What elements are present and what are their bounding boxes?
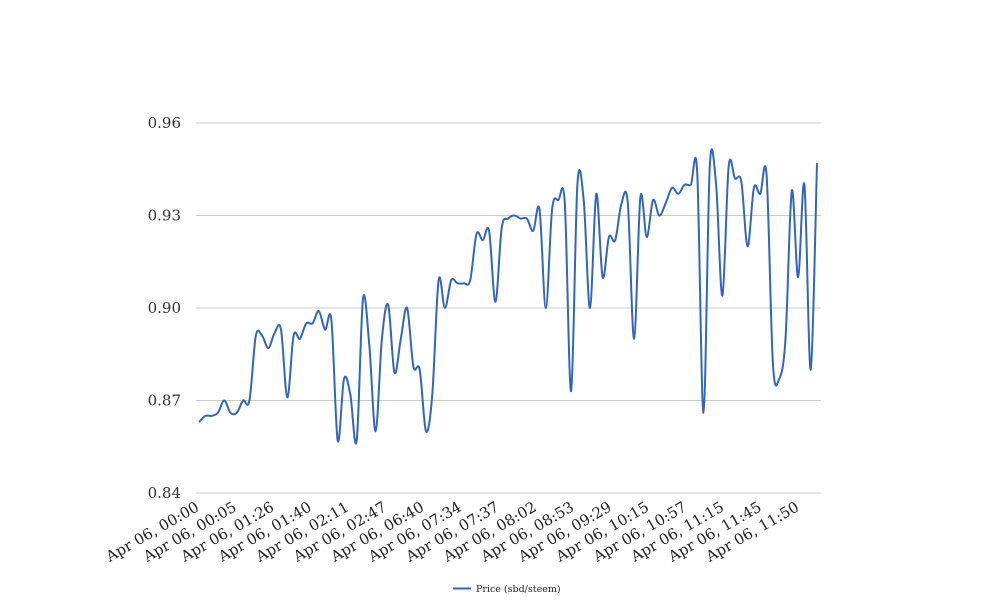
y-tick-label: 0.90 xyxy=(148,299,181,317)
y-tick-label: 0.93 xyxy=(148,207,181,225)
y-tick-label: 0.96 xyxy=(148,114,181,132)
y-tick-label: 0.84 xyxy=(148,484,181,502)
legend-label: Price (sbd/steem) xyxy=(476,584,561,595)
legend[interactable]: Price (sbd/steem) xyxy=(453,584,561,595)
y-tick-label: 0.87 xyxy=(148,392,181,410)
series-lines xyxy=(198,148,818,445)
y-axis-tick-labels: 0.84 0.87 0.90 0.93 0.96 xyxy=(148,114,181,502)
series-line-0 xyxy=(198,148,818,445)
